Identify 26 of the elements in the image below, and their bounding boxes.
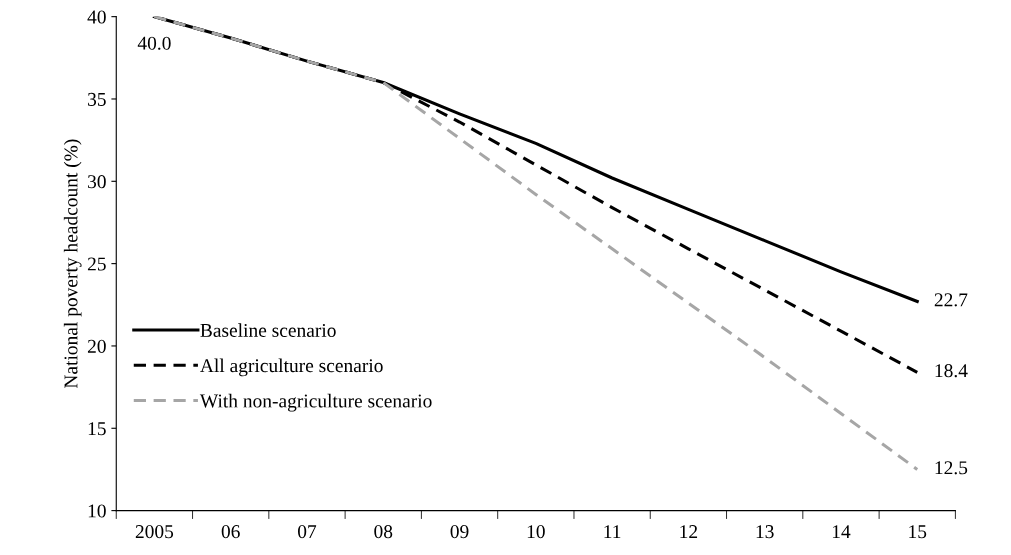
- x-tick-label: 07: [298, 525, 317, 539]
- x-tick-label: 10: [527, 525, 545, 539]
- x-tick-label: 09: [450, 525, 469, 539]
- y-tick-label: 10: [88, 504, 106, 518]
- y-tick-label: 15: [88, 422, 106, 436]
- legend-label: With non-agriculture scenario: [199, 393, 432, 412]
- y-tick-label: 20: [87, 339, 106, 353]
- data-label: 18.4: [935, 364, 968, 378]
- legend-label: All agriculture scenario: [200, 358, 383, 377]
- x-tick-label: 06: [221, 525, 240, 539]
- data-label: 12.5: [935, 461, 968, 475]
- y-tick-label: 35: [88, 92, 106, 106]
- data-label: 40.0: [137, 36, 171, 50]
- x-tick-label: 12: [680, 525, 698, 538]
- y-tick-label: 25: [87, 257, 106, 271]
- x-tick-label: 15: [909, 525, 927, 539]
- x-tick-label: 2005: [135, 525, 174, 539]
- x-tick-label: 08: [374, 525, 393, 539]
- y-axis-title: National poverty headcount (%): [63, 139, 82, 389]
- legend-label: Baseline scenario: [200, 323, 336, 337]
- data-label: 22.7: [934, 293, 968, 307]
- y-tick-label: 30: [88, 175, 106, 189]
- x-tick-label: 13: [756, 525, 774, 539]
- y-tick-label: 40: [87, 10, 106, 24]
- x-tick-label: 14: [832, 525, 851, 538]
- x-tick-label: 11: [604, 525, 621, 538]
